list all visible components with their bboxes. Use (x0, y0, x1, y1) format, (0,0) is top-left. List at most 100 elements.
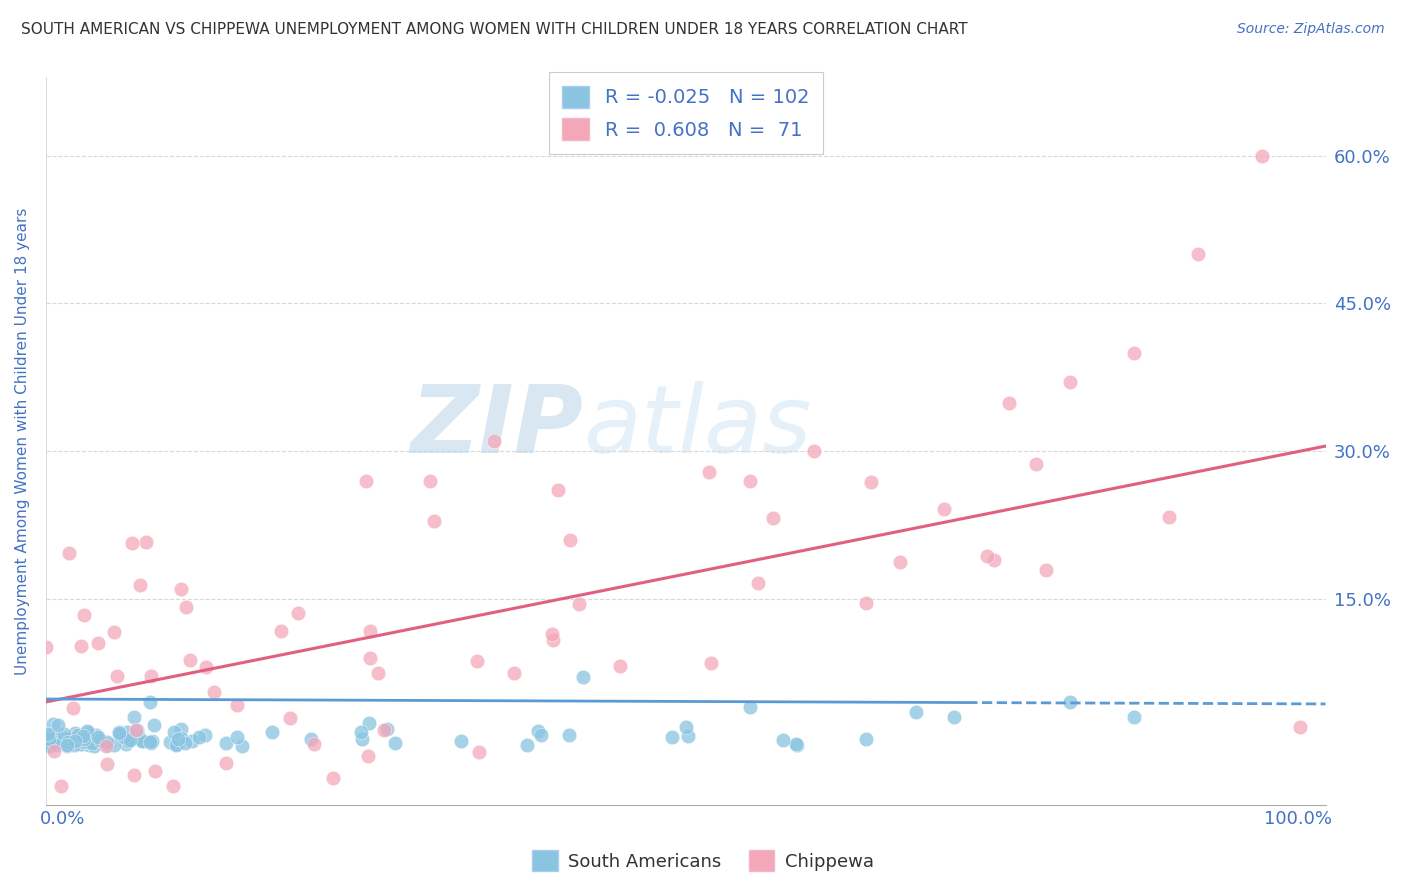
Point (419, 474, 441, 488)
Point (855, 596, 877, 610)
Point (73, 735, 96, 749)
Point (357, 716, 380, 731)
Point (55, 737, 77, 751)
Point (45, 739, 67, 753)
Point (302, 737, 325, 751)
Point (86, 728, 108, 742)
Point (170, 722, 193, 736)
Point (49, 779, 72, 793)
Point (187, 730, 209, 744)
Point (278, 711, 301, 725)
Point (170, 582, 193, 596)
Point (1059, 375, 1081, 389)
Point (747, 575, 769, 590)
Point (516, 738, 538, 752)
Point (38, 739, 60, 754)
Point (135, 535, 157, 549)
Point (700, 656, 723, 670)
Point (179, 652, 201, 666)
Point (89, 733, 111, 747)
Point (37, 727, 59, 741)
Point (56, 738, 79, 752)
Point (62, 733, 84, 747)
Point (117, 732, 139, 747)
Point (675, 720, 697, 734)
Point (287, 606, 309, 620)
Point (87, 636, 110, 650)
Point (226, 731, 249, 745)
Point (359, 650, 381, 665)
Point (141, 734, 163, 748)
Point (159, 735, 181, 749)
Point (661, 731, 683, 745)
Point (482, 434, 505, 449)
Point (301, 732, 323, 747)
Point (1122, 345, 1144, 359)
Point (72, 730, 94, 744)
Point (73, 607, 96, 622)
Text: atlas: atlas (583, 381, 811, 472)
Point (115, 738, 138, 752)
Point (943, 709, 966, 723)
Point (1289, 720, 1312, 734)
Point (121, 536, 143, 550)
Point (350, 732, 373, 747)
Text: 100.0%: 100.0% (1264, 810, 1331, 828)
Point (118, 733, 141, 747)
Point (112, 730, 135, 744)
Point (132, 734, 155, 748)
Point (69, 737, 91, 751)
Point (976, 549, 998, 563)
Point (56, 739, 79, 753)
Point (103, 738, 125, 752)
Point (73, 731, 96, 746)
Point (697, 466, 720, 480)
Point (889, 555, 911, 569)
Text: 0.0%: 0.0% (39, 810, 84, 828)
Point (322, 771, 344, 785)
Point (678, 729, 700, 743)
Point (115, 724, 138, 739)
Point (772, 733, 794, 747)
Point (96, 739, 118, 754)
Point (738, 699, 761, 714)
Point (350, 725, 373, 739)
Point (70, 737, 93, 751)
Point (35, 640, 58, 654)
Point (998, 396, 1021, 410)
Point (225, 698, 247, 713)
Point (125, 723, 148, 738)
Point (738, 474, 761, 488)
Point (262, 724, 284, 739)
Point (142, 718, 165, 732)
Point (122, 709, 145, 723)
Point (377, 722, 399, 736)
Point (1025, 457, 1047, 471)
Point (70, 728, 93, 742)
Point (373, 723, 395, 738)
Point (49, 732, 72, 747)
Point (96, 756, 118, 771)
Point (122, 768, 145, 782)
Point (139, 735, 162, 749)
Point (169, 731, 191, 745)
Point (41, 716, 63, 731)
Point (568, 597, 591, 611)
Text: ZIP: ZIP (411, 381, 583, 473)
Point (120, 728, 142, 742)
Point (163, 725, 186, 739)
Point (195, 660, 218, 674)
Point (105, 669, 128, 683)
Text: Source: ZipAtlas.com: Source: ZipAtlas.com (1237, 22, 1385, 37)
Point (110, 726, 132, 740)
Point (174, 599, 197, 614)
Point (803, 444, 825, 458)
Point (423, 514, 446, 528)
Point (572, 670, 595, 684)
Point (450, 733, 472, 747)
Point (107, 726, 129, 740)
Point (77, 738, 100, 752)
Point (52, 731, 75, 746)
Point (76, 724, 98, 739)
Point (468, 745, 491, 759)
